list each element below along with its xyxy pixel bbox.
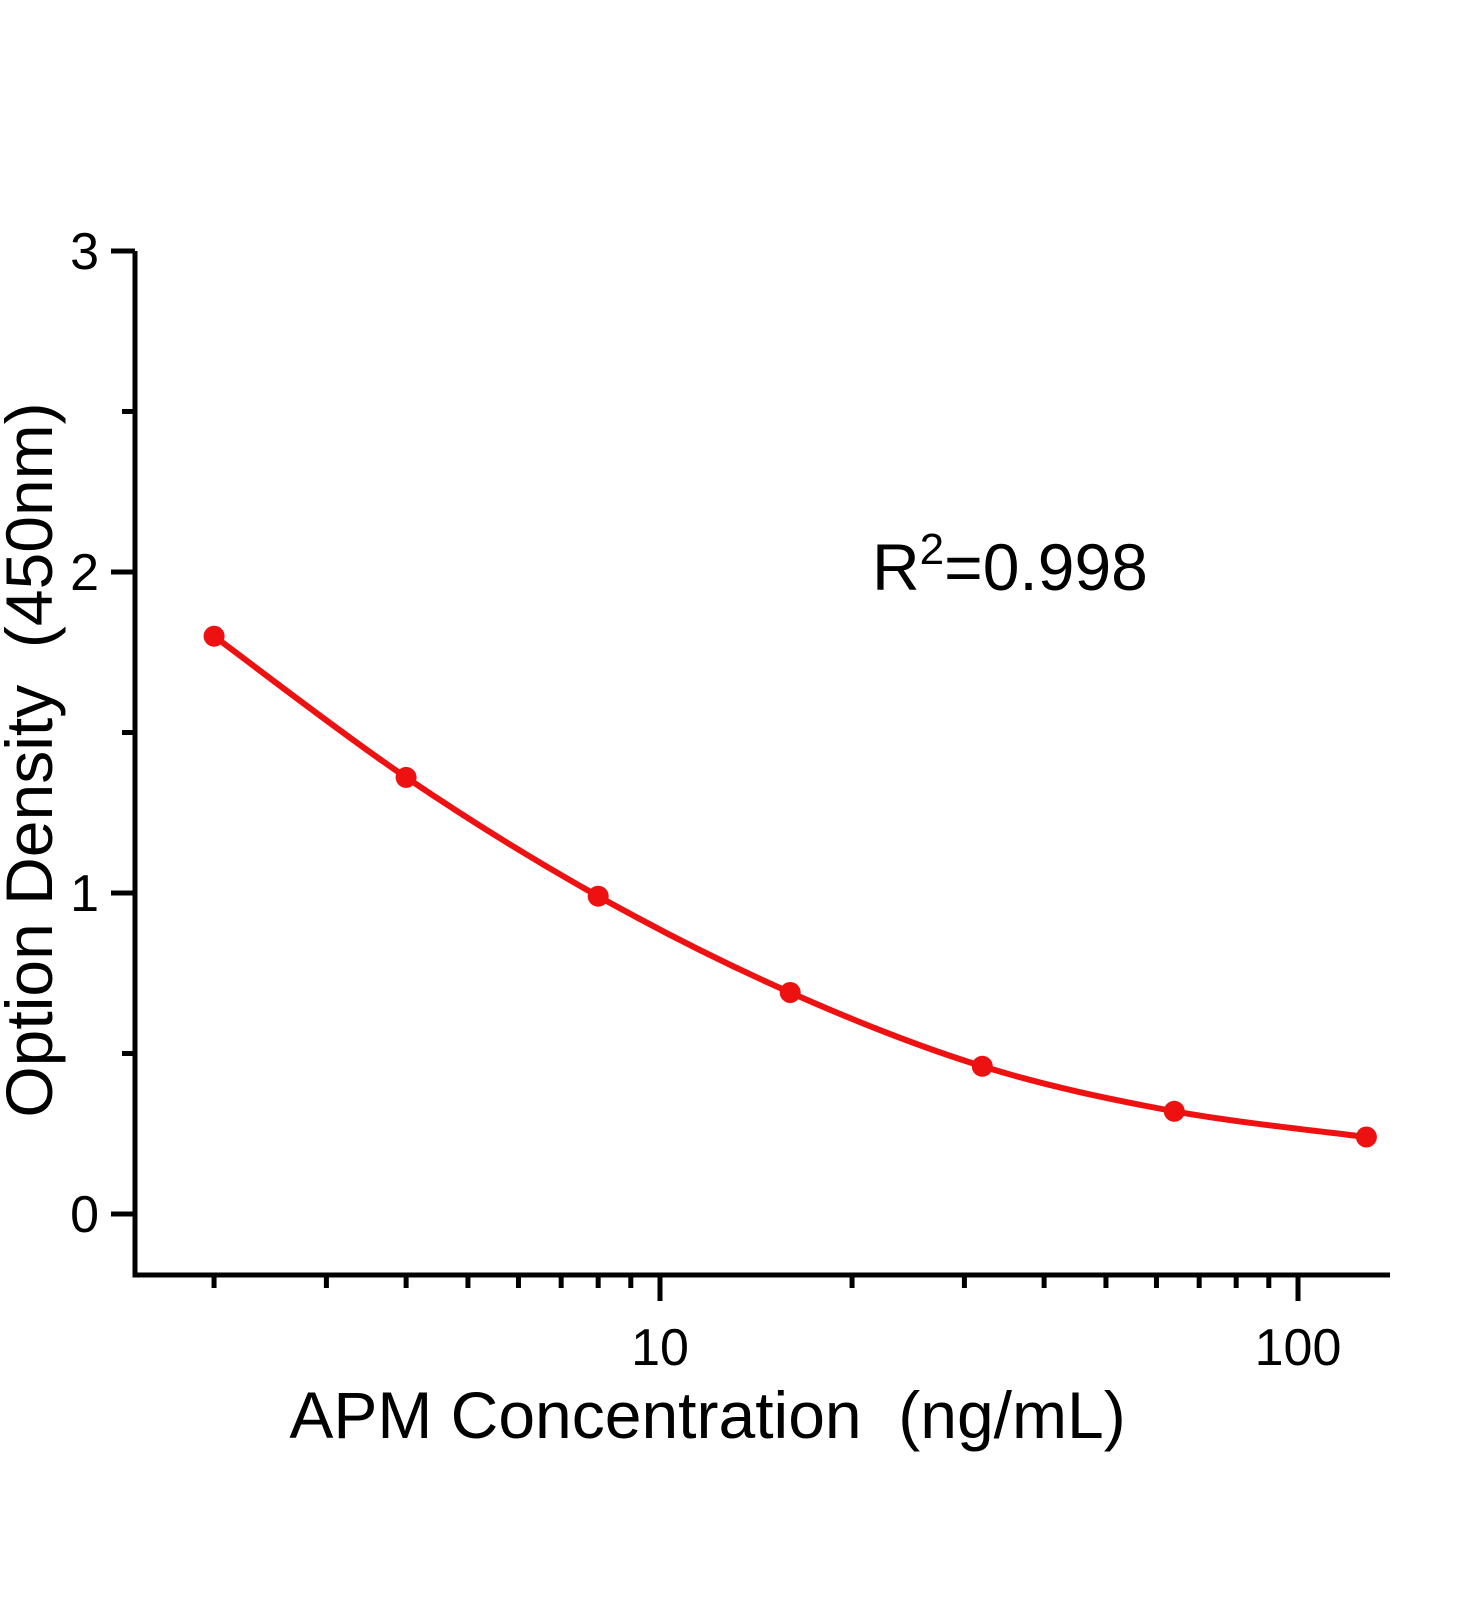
data-point-64ng (1163, 1100, 1185, 1122)
y-tick-label: 0 (70, 1186, 99, 1244)
data-point-128ng (1355, 1126, 1377, 1148)
annotation-superscript: 2 (920, 525, 944, 574)
y-tick-label: 2 (70, 544, 99, 602)
annotation-value: =0.998 (944, 530, 1148, 604)
r-squared-annotation: R2=0.998 (872, 525, 1148, 604)
data-point-16ng (779, 982, 801, 1003)
y-tick-label: 1 (70, 865, 99, 923)
x-axis-title: APM Concentration (ng/mL) (289, 1378, 1125, 1452)
data-point-8ng (587, 885, 609, 907)
data-point-2ng (203, 625, 225, 647)
x-tick-label: 100 (1255, 1319, 1342, 1377)
x-tick-label: 10 (631, 1319, 689, 1377)
y-axis-title: Option Density (450nm) (0, 402, 66, 1117)
annotation-base: R (872, 530, 920, 604)
data-point-4ng (395, 766, 417, 788)
standard-curve-line (211, 633, 1370, 1140)
data-point-32ng (971, 1055, 993, 1077)
y-tick-label: 3 (70, 223, 99, 281)
